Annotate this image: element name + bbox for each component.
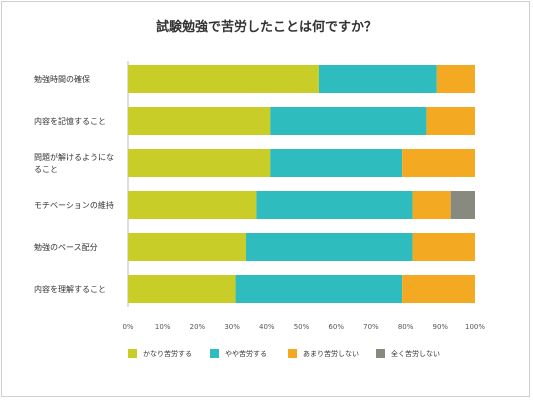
- bar-segment-2[interactable]: [270, 107, 427, 135]
- bar-segment-3[interactable]: [402, 275, 475, 303]
- x-tick-label: 40%: [259, 323, 275, 331]
- category-label: モチベーションの維持: [34, 200, 114, 210]
- bar-segment-3[interactable]: [436, 65, 475, 93]
- bar-segment-2[interactable]: [270, 149, 403, 177]
- x-tick-label: 70%: [363, 323, 379, 331]
- bar-segment-3[interactable]: [412, 191, 451, 219]
- x-tick-label: 90%: [433, 323, 449, 331]
- bar-segment-1[interactable]: [128, 275, 236, 303]
- x-tick-label: 100%: [465, 323, 485, 331]
- category-label: 内容を理解すること: [34, 284, 106, 294]
- bar-segment-2[interactable]: [256, 191, 413, 219]
- category-label-line: 勉強のペース配分: [34, 242, 98, 252]
- category-label: 勉強時間の確保: [34, 74, 90, 84]
- x-tick-label: 20%: [190, 323, 206, 331]
- category-label: 内容を記憶すること: [34, 116, 106, 126]
- chart-title: 試験勉強で苦労したことは何ですか？: [155, 20, 377, 35]
- bar-segment-3[interactable]: [412, 233, 475, 261]
- legend-label: やや苦労する: [225, 349, 267, 358]
- x-tick-label: 30%: [224, 323, 240, 331]
- x-tick-label: 10%: [155, 323, 171, 331]
- legend-label: 全く苦労しない: [391, 349, 440, 358]
- x-tick-label: 0%: [122, 323, 133, 331]
- legend-label: あまり苦労しない: [303, 349, 359, 358]
- bar-segment-3[interactable]: [426, 107, 475, 135]
- legend-swatch: [210, 349, 219, 358]
- bar-segment-1[interactable]: [128, 107, 271, 135]
- legend-swatch: [128, 349, 137, 358]
- category-label-line: 内容を理解すること: [34, 284, 106, 294]
- category-label: 問題が解けるようになること: [34, 152, 114, 174]
- category-label: 勉強のペース配分: [34, 242, 98, 252]
- legend-label: かなり苦労する: [143, 349, 192, 358]
- legend-swatch: [376, 349, 385, 358]
- category-label-line: ること: [34, 165, 58, 174]
- bar-segment-2[interactable]: [318, 65, 437, 93]
- bar-segment-3[interactable]: [402, 149, 475, 177]
- x-tick-label: 60%: [328, 323, 344, 331]
- bar-segment-1[interactable]: [128, 149, 271, 177]
- x-tick-label: 80%: [398, 323, 414, 331]
- bar-segment-2[interactable]: [245, 233, 413, 261]
- bar-segment-4[interactable]: [450, 191, 475, 219]
- x-tick-label: 50%: [294, 323, 310, 331]
- category-label-line: 勉強時間の確保: [34, 74, 90, 84]
- bar-segment-1[interactable]: [128, 233, 246, 261]
- category-label-line: 内容を記憶すること: [34, 116, 106, 126]
- bar-segment-1[interactable]: [128, 191, 257, 219]
- bar-segment-2[interactable]: [235, 275, 403, 303]
- bar-segment-1[interactable]: [128, 65, 319, 93]
- legend-swatch: [288, 349, 297, 358]
- category-label-line: モチベーションの維持: [34, 200, 114, 210]
- category-label-line: 問題が解けるようにな: [34, 152, 114, 162]
